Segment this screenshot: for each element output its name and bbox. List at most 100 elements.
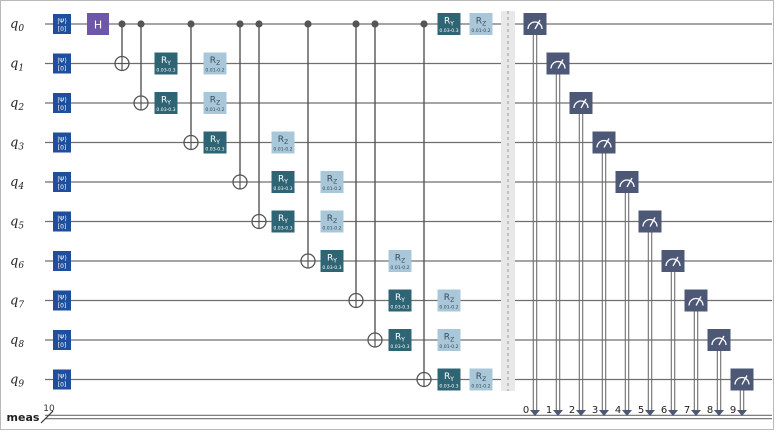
- rot-box: [437, 368, 461, 391]
- meter-needle: [649, 217, 656, 227]
- init-gate-q9: |Ψ⟩[0]: [53, 369, 71, 390]
- measure-bit-5: 5: [638, 405, 644, 416]
- init-label-top: |Ψ⟩: [57, 17, 67, 25]
- init-gate-q3: |Ψ⟩[0]: [53, 132, 71, 153]
- rot-label: RY: [278, 175, 288, 186]
- measure-q1: 1: [546, 52, 570, 416]
- measure-q7: 7: [684, 289, 708, 416]
- rot-box: [203, 131, 227, 154]
- rot-param: 0.01-0.2: [439, 305, 458, 311]
- init-label-top: |Ψ⟩: [57, 254, 67, 262]
- measure-q6: 6: [661, 250, 685, 416]
- init-label-bottom: [0]: [58, 184, 67, 191]
- init-gate-q0: |Ψ⟩[0]: [53, 14, 71, 34]
- init-box: [53, 251, 71, 271]
- rot-box: [388, 329, 412, 351]
- rot-label: RZ: [444, 293, 454, 304]
- cnot-0-9: [416, 20, 432, 388]
- measure-arrow: [737, 410, 747, 416]
- measure-q0: 0: [523, 13, 547, 416]
- h-box: [87, 13, 109, 35]
- rot-label: RY: [395, 293, 405, 304]
- init-label-bottom: [0]: [58, 263, 67, 270]
- init-label-bottom: [0]: [58, 224, 67, 231]
- rot-box: [320, 210, 344, 233]
- ry-gate-q7: RY0.03-0.3: [388, 289, 412, 312]
- rot-box: [203, 52, 227, 75]
- init-label-bottom: [0]: [58, 382, 67, 389]
- qubit-label-q0: q0: [10, 17, 24, 34]
- init-label-top: |Ψ⟩: [57, 136, 67, 144]
- meter-arc: [642, 218, 658, 227]
- rot-box: [154, 92, 178, 114]
- measure-box: [523, 13, 547, 35]
- cnot-control-dot: [304, 20, 312, 28]
- measure-bit-4: 4: [615, 405, 621, 416]
- measure-q4: 4: [615, 171, 639, 416]
- rot-param: 0.03-0.3: [273, 226, 292, 232]
- init-label-top: |Ψ⟩: [57, 215, 67, 223]
- rot-box: [271, 210, 295, 233]
- init-label-bottom: [0]: [58, 342, 67, 349]
- classical-register-label: meas: [7, 411, 40, 424]
- rot-label: RZ: [444, 333, 454, 344]
- meter-arc: [619, 179, 635, 188]
- init-box: [53, 211, 71, 232]
- meter-needle: [580, 98, 587, 109]
- rot-box: [388, 250, 412, 272]
- rot-label: RY: [161, 96, 171, 107]
- init-gate-q1: |Ψ⟩[0]: [53, 53, 71, 74]
- cnot-control-dot: [420, 20, 428, 28]
- measure-box: [546, 52, 570, 75]
- cnot-0-5: [251, 20, 267, 230]
- measure-arrow: [668, 410, 678, 416]
- h-gate: H: [87, 13, 109, 35]
- rot-box: [154, 52, 178, 75]
- measure-bit-7: 7: [684, 405, 690, 416]
- init-box: [53, 330, 71, 350]
- qubit-label-q7: q7: [10, 294, 24, 311]
- rot-param: 0.01-0.2: [471, 384, 490, 390]
- rot-param: 0.01-0.2: [205, 107, 224, 113]
- rot-label: RZ: [210, 56, 220, 67]
- meter-arc: [734, 376, 750, 385]
- ry-gate-q9: RY0.03-0.3: [437, 368, 461, 391]
- rot-param: 0.03-0.3: [322, 265, 341, 271]
- meter-arc: [596, 139, 612, 148]
- meter-needle: [626, 177, 633, 188]
- init-label-bottom: [0]: [58, 303, 67, 310]
- rot-label: RZ: [327, 175, 337, 186]
- gates-layer: |Ψ⟩[0]|Ψ⟩[0]|Ψ⟩[0]|Ψ⟩[0]|Ψ⟩[0]|Ψ⟩[0]|Ψ⟩[…: [53, 11, 754, 416]
- rot-param: 0.01-0.2: [273, 147, 292, 153]
- init-box: [53, 369, 71, 390]
- measure-bit-6: 6: [661, 405, 667, 416]
- cnot-0-3: [183, 20, 199, 151]
- measure-box: [684, 289, 708, 312]
- measure-box: [707, 329, 731, 351]
- measure-box: [638, 210, 662, 233]
- ry-gate-q2: RY0.03-0.3: [154, 92, 178, 114]
- measure-bit-2: 2: [569, 405, 575, 416]
- rot-param: 0.01-0.2: [322, 186, 341, 192]
- rot-param: 0.03-0.3: [439, 384, 458, 390]
- cnot-control-dot: [137, 20, 145, 28]
- init-label-top: |Ψ⟩: [57, 333, 67, 341]
- ry-gate-q0: RY0.03-0.3: [437, 13, 461, 35]
- rot-box: [271, 171, 295, 193]
- rot-param: 0.03-0.3: [156, 107, 175, 113]
- init-box: [53, 53, 71, 74]
- init-label-top: |Ψ⟩: [57, 96, 67, 104]
- rot-label: RZ: [327, 214, 337, 225]
- rz-gate-q7: RZ0.01-0.2: [437, 289, 461, 312]
- rot-param: 0.03-0.3: [439, 28, 458, 34]
- ry-gate-q1: RY0.03-0.3: [154, 52, 178, 75]
- measure-q9: 9: [730, 368, 754, 416]
- rot-box: [271, 131, 295, 154]
- measure-bit-0: 0: [523, 405, 529, 416]
- measure-box: [730, 368, 754, 391]
- cnot-control-dot: [118, 20, 126, 28]
- measure-box: [661, 250, 685, 272]
- rot-label: RY: [278, 214, 288, 225]
- ry-gate-q5: RY0.03-0.3: [271, 210, 295, 233]
